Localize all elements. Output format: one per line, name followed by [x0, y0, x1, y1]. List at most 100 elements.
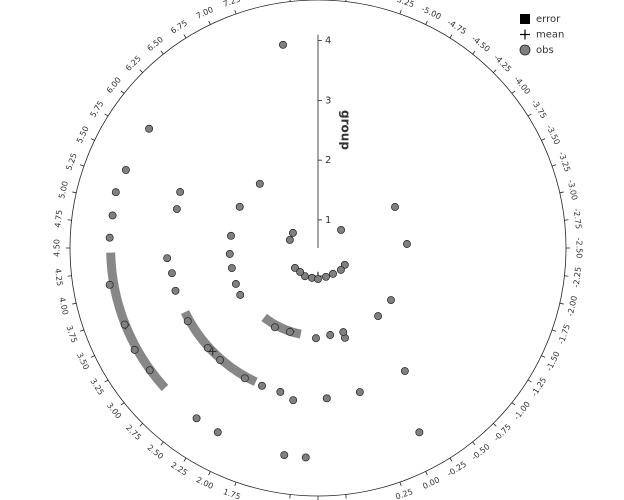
obs-point	[280, 451, 289, 459]
x-tick	[541, 138, 546, 141]
obs-point	[415, 428, 424, 437]
x-tick	[120, 90, 125, 94]
obs-point	[213, 428, 222, 437]
x-tick-label: 5.75	[88, 99, 105, 119]
x-tick	[511, 402, 516, 406]
x-tick	[183, 457, 187, 462]
obs-point	[329, 269, 337, 278]
x-tick-label: 0.00	[421, 475, 441, 491]
x-tick	[139, 69, 143, 73]
x-tick	[234, 10, 237, 15]
x-tick-label: -1.00	[512, 400, 532, 422]
x-tick	[493, 423, 497, 427]
obs-point	[289, 396, 298, 405]
x-tick-label: -3.25	[557, 151, 572, 174]
obs-point	[145, 124, 154, 133]
error-bar	[106, 252, 169, 391]
obs-point	[225, 249, 234, 258]
x-tick-label: -2.25	[572, 266, 583, 288]
error-bar	[180, 310, 258, 386]
obs-point	[312, 334, 320, 343]
x-tick-label: -5.25	[393, 0, 416, 9]
x-tick-label: 0.25	[394, 487, 414, 500]
legend-key	[520, 14, 530, 24]
x-tick	[104, 379, 109, 383]
obs-point	[314, 275, 322, 284]
x-tick-label: 3.50	[75, 351, 91, 371]
x-tick	[208, 20, 211, 25]
legend-label: obs	[536, 45, 554, 56]
obs-point	[374, 312, 383, 321]
obs-point	[171, 286, 180, 295]
x-tick	[472, 441, 476, 446]
error-bar	[261, 313, 302, 339]
obs-point	[203, 343, 212, 352]
obs-point	[288, 228, 297, 237]
obs-point	[326, 331, 335, 339]
x-tick-label: -5.00	[420, 4, 443, 21]
x-tick-label: 3.25	[88, 377, 105, 397]
obs-point	[322, 394, 331, 403]
x-tick-label: 3.75	[64, 324, 78, 344]
obs-point	[120, 320, 129, 329]
legend-key	[519, 44, 531, 56]
x-tick	[551, 329, 556, 332]
x-tick	[160, 50, 164, 55]
x-tick	[541, 355, 546, 358]
x-tick	[104, 113, 109, 117]
obs-point	[163, 254, 172, 263]
y-tick-label: 2	[325, 155, 331, 166]
x-tick	[425, 20, 428, 25]
obs-point	[285, 236, 294, 244]
obs-point	[337, 225, 346, 234]
obs-point	[301, 453, 310, 462]
obs-point	[291, 263, 299, 272]
obs-point	[339, 328, 348, 337]
obs-point	[391, 203, 399, 211]
x-tick	[234, 481, 237, 486]
obs-point	[400, 367, 409, 375]
x-tick-label: 5.00	[57, 180, 70, 199]
x-tick	[399, 10, 402, 15]
obs-point	[276, 388, 285, 396]
y-axis-title: group	[339, 110, 353, 150]
x-tick-label: -1.75	[557, 323, 572, 346]
obs-point	[105, 233, 114, 242]
y-tick-label: 1	[325, 215, 331, 226]
obs-point	[111, 188, 120, 197]
x-tick-label: 4.00	[57, 296, 70, 315]
x-tick-label: -4.50	[470, 34, 492, 54]
legend-label: mean	[536, 30, 564, 41]
x-tick	[80, 164, 85, 167]
obs-point	[130, 345, 139, 354]
x-tick-label: -3.75	[530, 98, 549, 120]
obs-point	[285, 327, 294, 336]
x-tick	[559, 302, 564, 305]
x-tick	[139, 423, 143, 427]
obs-point	[321, 272, 330, 281]
legend-label: error	[536, 14, 561, 25]
x-tick	[183, 34, 187, 39]
x-tick-label: 4.50	[53, 239, 62, 257]
x-tick-label: 5.50	[75, 125, 91, 145]
obs-point	[240, 374, 249, 383]
obs-point	[108, 211, 117, 220]
obs-point	[235, 202, 244, 211]
x-tick-label: -4.00	[512, 74, 532, 96]
x-tick	[208, 471, 211, 476]
obs-point	[403, 240, 411, 248]
x-tick	[511, 90, 516, 94]
obs-point	[296, 267, 305, 276]
obs-point	[183, 317, 192, 326]
x-tick-label: 6.00	[105, 76, 123, 96]
obs-point	[336, 265, 345, 274]
obs-point	[387, 296, 395, 304]
obs-point	[172, 205, 181, 213]
x-tick-label: -4.75	[446, 18, 468, 37]
obs-point	[105, 280, 114, 289]
x-tick-label: 6.50	[146, 35, 166, 53]
obs-point	[227, 264, 236, 273]
obs-point	[258, 381, 266, 390]
obs-point	[176, 188, 185, 196]
x-tick-label: -1.25	[530, 376, 549, 398]
